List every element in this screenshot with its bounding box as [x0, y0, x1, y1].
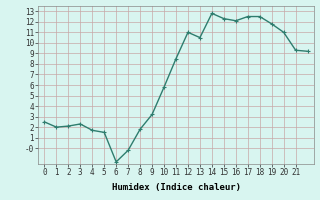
- X-axis label: Humidex (Indice chaleur): Humidex (Indice chaleur): [111, 183, 241, 192]
